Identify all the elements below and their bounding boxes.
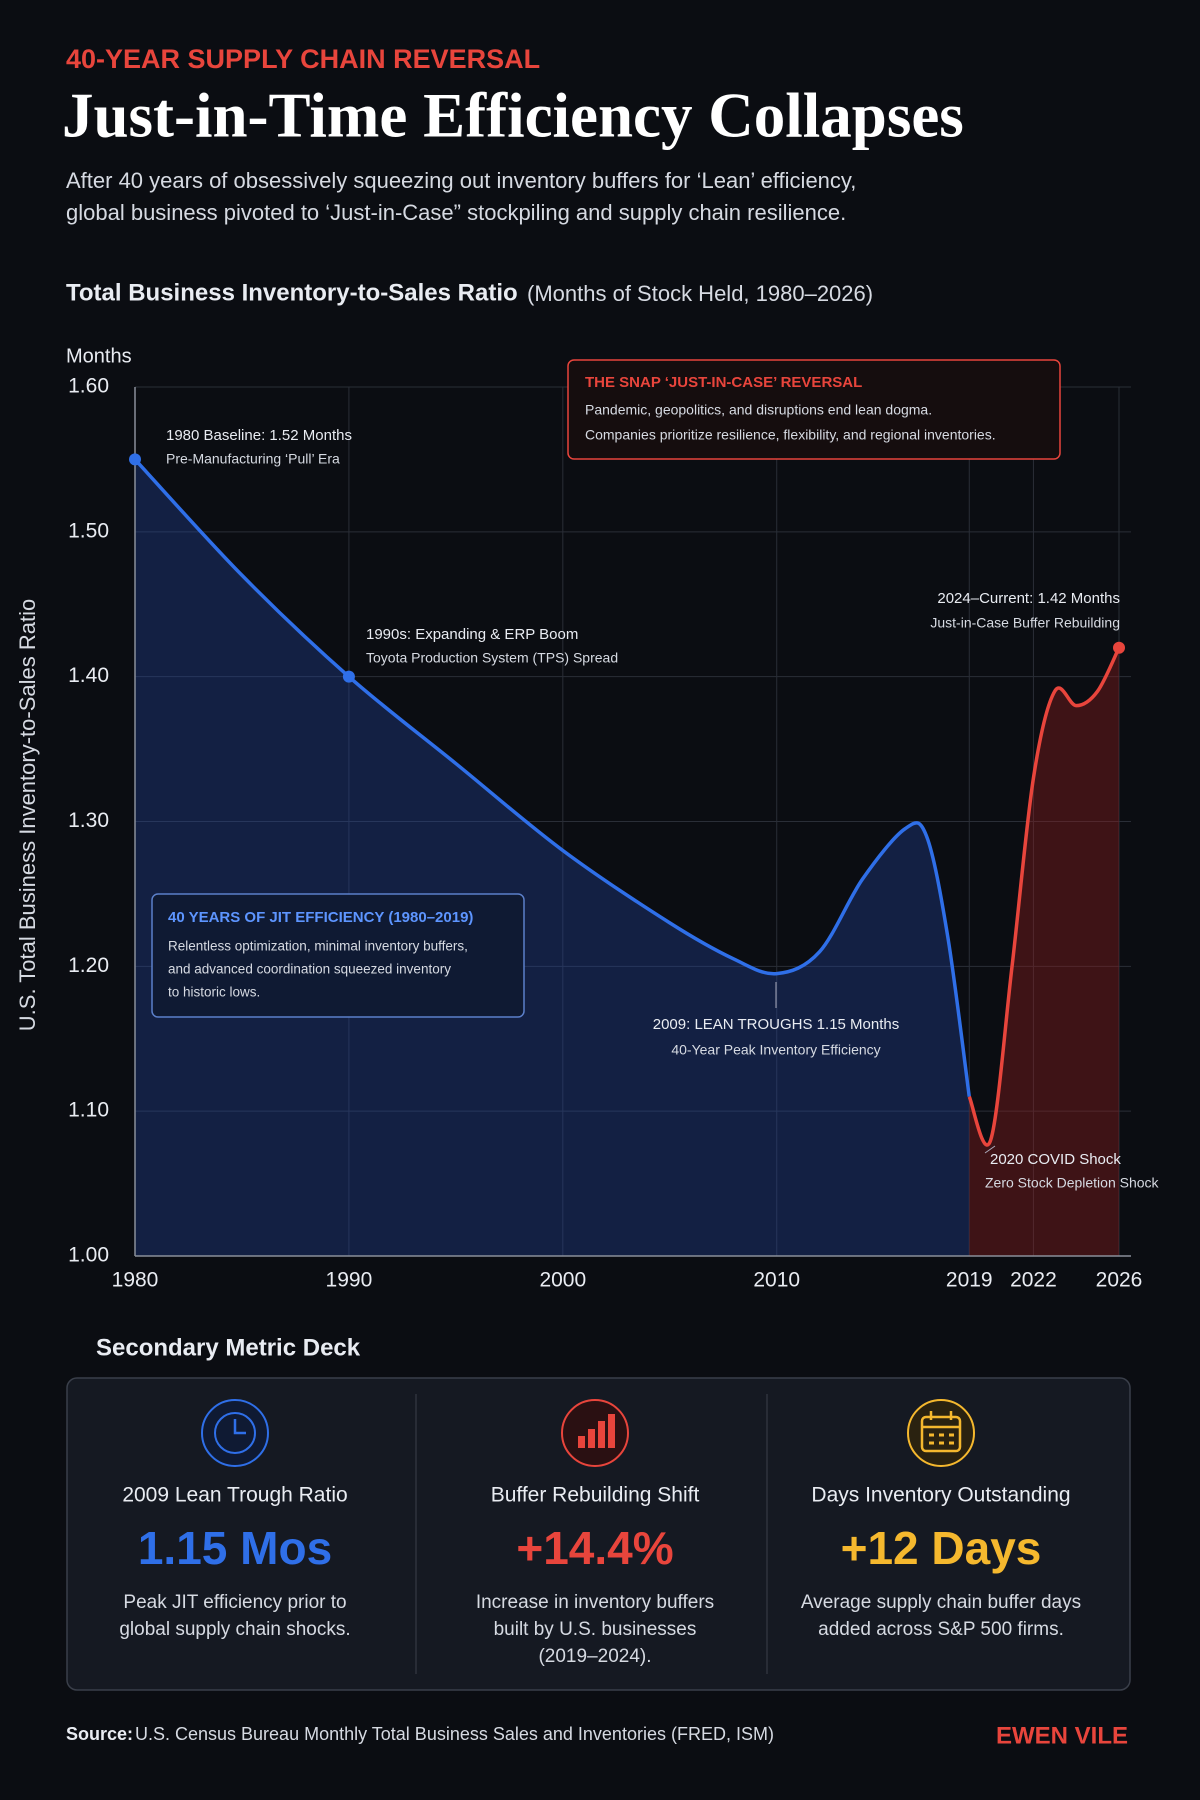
x-tick-label: 1980 xyxy=(112,1269,159,1292)
card-value: +14.4% xyxy=(516,1522,673,1574)
card-label: Buffer Rebuilding Shift xyxy=(491,1484,700,1507)
leader-line xyxy=(984,1145,996,1154)
card-description: built by U.S. businesses xyxy=(494,1619,697,1640)
y-tick-label: 1.10 xyxy=(68,1099,109,1122)
annotation: 1990s: Expanding & ERP Boom xyxy=(366,626,578,643)
deck-cards: 2009 Lean Trough Ratio 1.15 Mos Peak JIT e… xyxy=(119,1484,1081,1667)
callout-text: to historic lows. xyxy=(168,985,260,1000)
annotation: Just-in-Case Buffer Rebuilding xyxy=(930,615,1120,631)
y-tick-label: 1.50 xyxy=(68,519,109,542)
bar-chart-icon xyxy=(561,1399,629,1467)
x-tick-label: 1990 xyxy=(326,1269,373,1292)
line xyxy=(133,458,971,1097)
y-tick-label: 1.00 xyxy=(68,1244,109,1267)
kicker: 40-YEAR SUPPLY CHAIN REVERSAL xyxy=(66,44,540,74)
callout-text: Pandemic, geopolitics, and disruptions e… xyxy=(585,402,932,418)
plot: 1.00 1.10 1.20 1.30 1.40 1.50 1.60 1980 1990 2000… xyxy=(68,375,1142,1292)
card-label: 2009 Lean Trough Ratio xyxy=(122,1484,347,1507)
line xyxy=(967,646,1121,1147)
callout-text: and advanced coordination squeezed inven… xyxy=(168,962,451,977)
x-tick-label: 2019 xyxy=(946,1269,993,1292)
card-value: +12 Days xyxy=(841,1522,1042,1574)
y-tick-label: 1.60 xyxy=(68,375,109,398)
title: Just-in-Time Efficiency Collapses xyxy=(62,80,964,150)
chart-title: Total Business Inventory-to-Sales Ratio xyxy=(66,279,518,306)
callout-title: 40 YEARS OF JIT EFFICIENCY (1980–2019) xyxy=(168,909,473,926)
annotation: Zero Stock Depletion Shock xyxy=(985,1175,1160,1191)
y-axis-label: U.S. Total Business Inventory-to-Sales R… xyxy=(15,599,40,1031)
y-tick-label: 1.20 xyxy=(68,954,109,977)
callout-box xyxy=(567,359,1061,460)
card-description: (2019–2024). xyxy=(538,1646,651,1667)
point-marker xyxy=(342,670,355,683)
callout-title: THE SNAP ‘JUST-IN-CASE’ REVERSAL xyxy=(585,374,862,391)
annotation: 2024–Current: 1.42 Months xyxy=(937,590,1120,607)
callout-text: Relentless optimization, minimal invento… xyxy=(168,939,468,954)
deck-panel xyxy=(66,1377,1131,1691)
card-description: Average supply chain buffer days xyxy=(801,1592,1081,1613)
x-tick-label: 2022 xyxy=(1010,1269,1057,1292)
card-value: 1.15 Mos xyxy=(138,1522,332,1574)
annotation: 40-Year Peak Inventory Efficiency xyxy=(671,1042,880,1058)
brand: EWEN VILE xyxy=(996,1722,1128,1749)
point-marker xyxy=(1113,641,1125,654)
subtitle: After 40 years of obsessively squeezing … xyxy=(66,168,856,193)
source-label: Source: xyxy=(66,1724,133,1744)
source: U.S. Census Bureau Monthly Total Busines… xyxy=(135,1724,774,1744)
calendar-icon xyxy=(907,1399,975,1467)
callout-box xyxy=(151,893,525,1018)
area xyxy=(135,459,970,1257)
card-description: global supply chain shocks. xyxy=(119,1619,350,1640)
y-tick-label: 1.30 xyxy=(68,809,109,832)
clock-icon xyxy=(201,1399,269,1467)
y-unit: Months xyxy=(66,345,132,367)
annotation: 2020 COVID Shock xyxy=(990,1151,1121,1168)
x-tick-label: 2010 xyxy=(753,1269,800,1292)
point-marker xyxy=(129,453,141,466)
card-description: added across S&P 500 firms. xyxy=(818,1619,1064,1640)
deck-title: Secondary Metric Deck xyxy=(96,1334,361,1361)
subtitle: global business pivoted to ‘Just-in-Case… xyxy=(66,200,846,225)
card-description: Peak JIT efficiency prior to xyxy=(123,1592,346,1613)
area xyxy=(969,647,1119,1256)
card-description: Increase in inventory buffers xyxy=(476,1592,714,1613)
card-label: Days Inventory Outstanding xyxy=(811,1484,1070,1507)
x-tick-label: 2026 xyxy=(1096,1269,1143,1292)
y-tick-label: 1.40 xyxy=(68,664,109,687)
annotation: 1980 Baseline: 1.52 Months xyxy=(166,427,352,444)
annotation: Pre-Manufacturing ‘Pull’ Era xyxy=(166,451,340,467)
annotation: Toyota Production System (TPS) Spread xyxy=(366,650,618,666)
chart-subtitle: (Months of Stock Held, 1980–2026) xyxy=(527,281,873,306)
callout-text: Companies prioritize resilience, flexibi… xyxy=(585,427,996,443)
x-tick-label: 2000 xyxy=(539,1269,586,1292)
annotation: 2009: LEAN TROUGHS 1.15 Months xyxy=(653,1016,900,1033)
